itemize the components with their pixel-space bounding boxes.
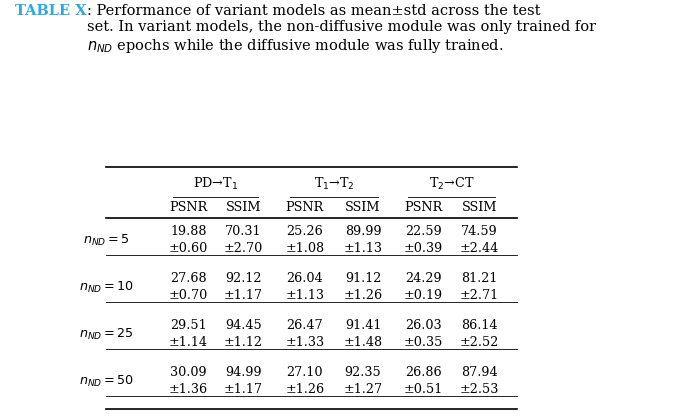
Text: ±1.17: ±1.17 — [224, 383, 262, 396]
Text: 70.31: 70.31 — [225, 225, 262, 238]
Text: ±1.26: ±1.26 — [343, 289, 383, 302]
Text: ±0.51: ±0.51 — [403, 383, 443, 396]
Text: ±0.70: ±0.70 — [169, 289, 208, 302]
Text: $n_{ND} = 10$: $n_{ND} = 10$ — [79, 280, 134, 295]
Text: ±1.17: ±1.17 — [224, 289, 262, 302]
Text: 91.41: 91.41 — [345, 319, 382, 332]
Text: 29.51: 29.51 — [170, 319, 207, 332]
Text: SSIM: SSIM — [225, 201, 261, 214]
Text: 26.03: 26.03 — [405, 319, 442, 332]
Text: : Performance of variant models as mean±std across the test
set. In variant mode: : Performance of variant models as mean±… — [87, 4, 596, 55]
Text: 92.35: 92.35 — [345, 366, 382, 379]
Text: ±0.35: ±0.35 — [403, 336, 443, 349]
Text: ±2.71: ±2.71 — [460, 289, 499, 302]
Text: 19.88: 19.88 — [170, 225, 207, 238]
Text: 81.21: 81.21 — [461, 272, 498, 285]
Text: ±1.36: ±1.36 — [169, 383, 208, 396]
Text: 87.94: 87.94 — [461, 366, 498, 379]
Text: 27.68: 27.68 — [170, 272, 207, 285]
Text: ±1.14: ±1.14 — [169, 336, 208, 349]
Text: TABLE X: TABLE X — [15, 4, 87, 18]
Text: ±1.13: ±1.13 — [286, 289, 324, 302]
Text: PSNR: PSNR — [286, 201, 324, 214]
Text: ±1.13: ±1.13 — [344, 242, 382, 255]
Text: 89.99: 89.99 — [345, 225, 382, 238]
Text: SSIM: SSIM — [462, 201, 497, 214]
Text: 26.86: 26.86 — [405, 366, 442, 379]
Text: ±2.53: ±2.53 — [460, 383, 499, 396]
Text: T$_2$→CT: T$_2$→CT — [429, 176, 474, 192]
Text: PD→T$_1$: PD→T$_1$ — [193, 176, 238, 192]
Text: $n_{ND} = 50$: $n_{ND} = 50$ — [79, 374, 134, 389]
Text: 86.14: 86.14 — [461, 319, 498, 332]
Text: ±1.12: ±1.12 — [224, 336, 262, 349]
Text: T$_1$→T$_2$: T$_1$→T$_2$ — [314, 176, 354, 192]
Text: 91.12: 91.12 — [345, 272, 382, 285]
Text: SSIM: SSIM — [345, 201, 381, 214]
Text: 26.47: 26.47 — [286, 319, 323, 332]
Text: 26.04: 26.04 — [286, 272, 323, 285]
Text: 74.59: 74.59 — [461, 225, 498, 238]
Text: ±1.33: ±1.33 — [285, 336, 325, 349]
Text: ±1.48: ±1.48 — [343, 336, 383, 349]
Text: ±2.52: ±2.52 — [460, 336, 499, 349]
Text: ±1.27: ±1.27 — [343, 383, 383, 396]
Text: 30.09: 30.09 — [170, 366, 207, 379]
Text: 22.59: 22.59 — [405, 225, 442, 238]
Text: 25.26: 25.26 — [286, 225, 323, 238]
Text: ±0.60: ±0.60 — [169, 242, 208, 255]
Text: 27.10: 27.10 — [286, 366, 323, 379]
Text: ±1.08: ±1.08 — [285, 242, 325, 255]
Text: 24.29: 24.29 — [405, 272, 442, 285]
Text: PSNR: PSNR — [404, 201, 443, 214]
Text: ±2.44: ±2.44 — [460, 242, 499, 255]
Text: ±2.70: ±2.70 — [223, 242, 263, 255]
Text: ±0.39: ±0.39 — [403, 242, 443, 255]
Text: 94.45: 94.45 — [225, 319, 262, 332]
Text: ±1.26: ±1.26 — [285, 383, 325, 396]
Text: $n_{ND} = 5$: $n_{ND} = 5$ — [83, 233, 129, 248]
Text: PSNR: PSNR — [169, 201, 208, 214]
Text: 94.99: 94.99 — [225, 366, 262, 379]
Text: ±0.19: ±0.19 — [403, 289, 443, 302]
Text: $n_{ND} = 25$: $n_{ND} = 25$ — [79, 327, 134, 342]
Text: 92.12: 92.12 — [225, 272, 262, 285]
